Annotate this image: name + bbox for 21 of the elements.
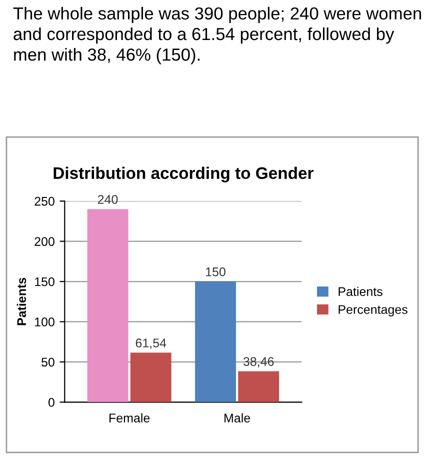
data-label: 240 xyxy=(98,195,118,204)
legend-label: Percentages xyxy=(338,305,408,316)
y-tick-label: 250 xyxy=(34,196,54,206)
legend-label: Patients xyxy=(338,286,382,296)
y-tick-label: 200 xyxy=(34,237,54,246)
bar xyxy=(195,282,236,402)
y-axis-title: Patients xyxy=(16,278,26,326)
bar xyxy=(87,209,128,402)
y-tick-label: 100 xyxy=(35,318,54,326)
bar xyxy=(130,352,172,402)
data-label: 150 xyxy=(206,267,226,276)
y-tick-label: 150 xyxy=(35,277,54,286)
x-tick-label: Female xyxy=(109,413,150,422)
x-tick-label: Male xyxy=(224,413,250,422)
chart-title: Distribution according to Gender xyxy=(54,166,314,182)
data-label: 61,54 xyxy=(136,338,166,349)
y-tick-label: 0 xyxy=(48,398,54,407)
text: The whole sample was 390 people; 240 were women and corresponded to a 61.54 percent, followed by men with 38, 46% (150). xyxy=(13,6,421,64)
bar xyxy=(238,371,280,402)
y-tick-label: 50 xyxy=(42,358,54,367)
data-label: 38,46 xyxy=(243,357,274,368)
